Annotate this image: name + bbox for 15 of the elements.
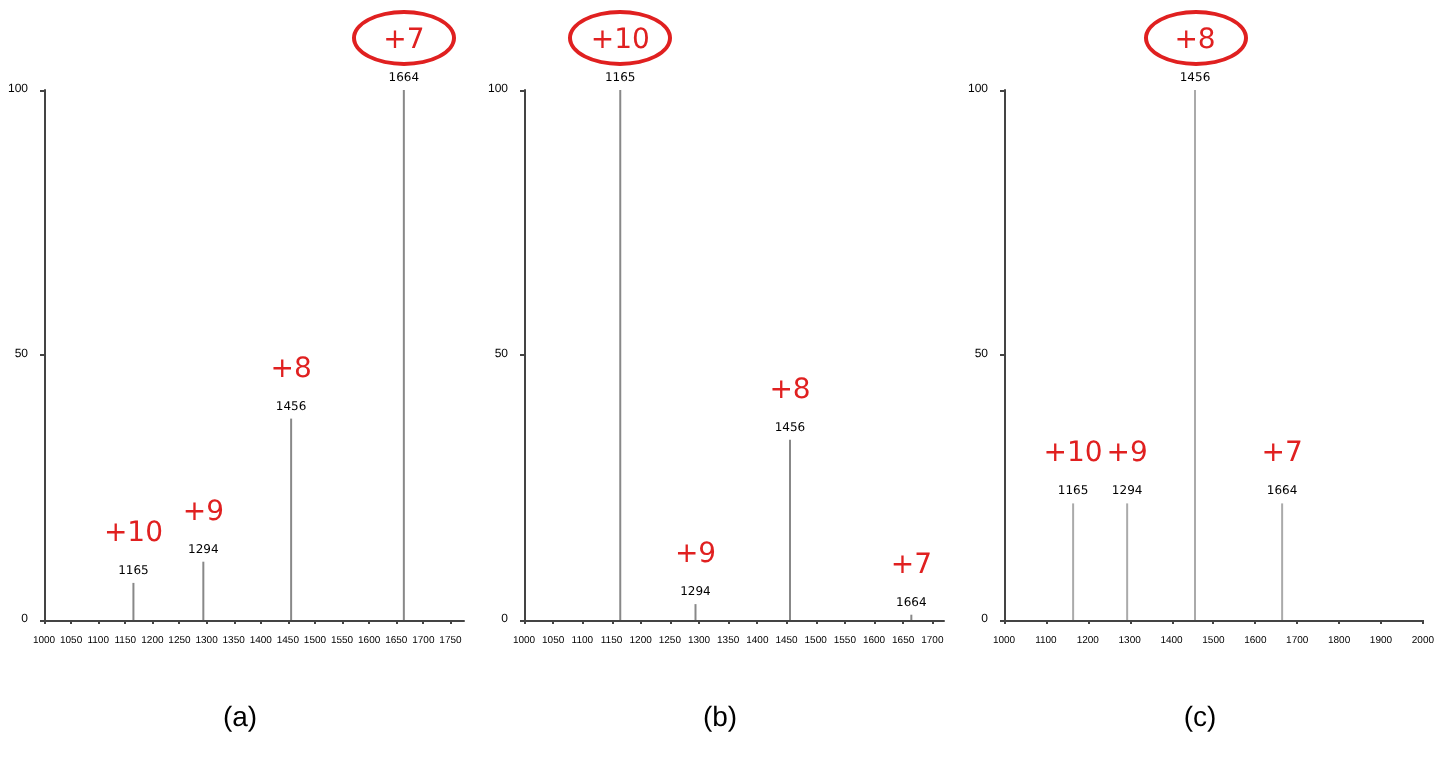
text: (a) — [222, 700, 258, 732]
annotation: +8 — [1174, 24, 1216, 56]
annotation: +8 — [769, 373, 811, 406]
text: (c) — [1183, 700, 1217, 732]
annotation: +9 — [674, 538, 717, 571]
annotation: +9 — [1106, 437, 1148, 470]
annotation: +10 — [590, 24, 650, 56]
annotation: +9 — [182, 495, 224, 528]
text: (b) — [702, 700, 738, 732]
annotation: +10 — [103, 516, 163, 549]
annotation: +7 — [383, 24, 425, 56]
annotation: +10 — [1043, 437, 1103, 470]
annotation: +7 — [890, 548, 932, 581]
annotation: +7 — [1261, 437, 1303, 470]
annotation: +8 — [270, 352, 312, 385]
